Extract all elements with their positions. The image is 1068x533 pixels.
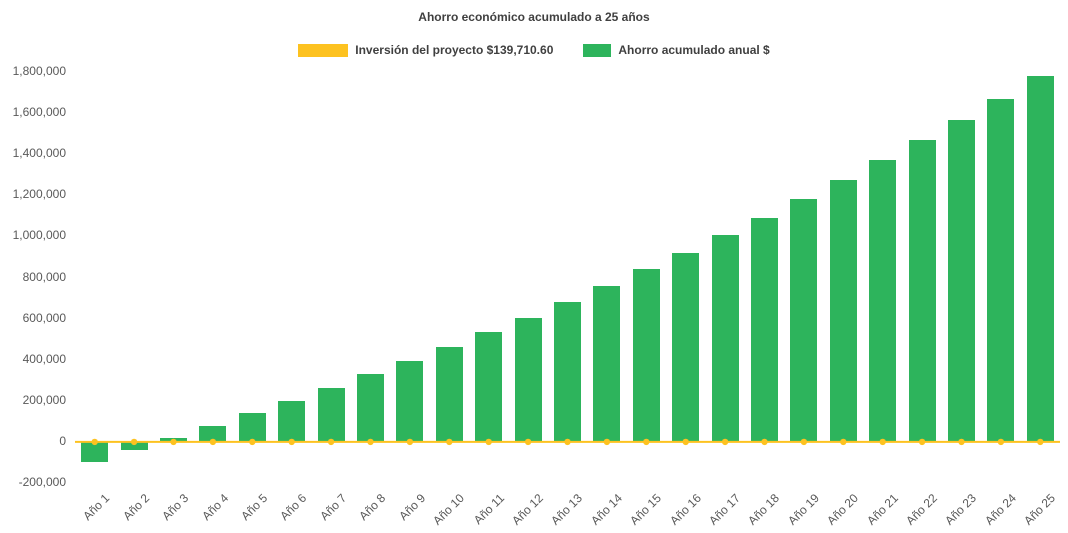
x-axis-label: Año 18 <box>745 491 783 528</box>
bar-año-7 <box>317 387 345 442</box>
legend-label-savings: Ahorro acumulado anual $ <box>618 43 770 57</box>
bar-año-19 <box>790 198 818 442</box>
x-axis-label: Año 12 <box>509 491 547 528</box>
legend-label-investment: Inversión del proyecto $139,710.60 <box>355 43 554 57</box>
x-axis-label: Año 11 <box>470 491 507 528</box>
y-axis-label: 1,800,000 <box>12 64 66 78</box>
x-axis-label: Año 7 <box>316 491 350 524</box>
y-axis-label: 1,400,000 <box>12 146 66 161</box>
legend-item-investment: Inversión del proyecto $139,710.60 <box>298 43 553 57</box>
y-axis-label: 1,200,000 <box>12 187 66 202</box>
bar-año-3 <box>160 438 187 442</box>
x-axis-label: Año 1 <box>80 491 113 524</box>
bar-año-16 <box>672 253 700 442</box>
x-axis-label: Año 13 <box>548 491 586 528</box>
x-axis-label: Año 4 <box>198 491 231 524</box>
y-axis-label: 0 <box>59 433 66 448</box>
x-axis-label: Año 6 <box>277 491 310 524</box>
y-axis-label: 1,000,000 <box>12 228 66 243</box>
x-axis-label: Año 9 <box>395 491 428 524</box>
x-axis-label: Año 24 <box>982 491 1019 528</box>
bar-año-25 <box>1026 76 1054 442</box>
bar-año-5 <box>238 413 266 442</box>
savings-swatch-icon <box>583 43 612 57</box>
x-axis-label: Año 25 <box>1021 491 1059 528</box>
legend: Inversión del proyecto $139,710.60 Ahorr… <box>0 43 1068 57</box>
x-axis-label: Año 21 <box>863 491 901 528</box>
bar-año-10 <box>435 346 463 442</box>
bar-año-20 <box>829 179 857 442</box>
y-axis-label: 1,600,000 <box>12 105 66 120</box>
bar-año-2 <box>120 441 148 451</box>
x-axis-label: Año 16 <box>666 491 704 528</box>
y-axis-label: -200,000 <box>18 475 66 489</box>
x-axis-label: Año 22 <box>903 491 941 528</box>
x-axis-label: Año 5 <box>238 491 271 524</box>
x-axis-label: Año 3 <box>159 491 192 524</box>
bar-año-12 <box>514 317 542 442</box>
bar-año-1 <box>81 441 109 463</box>
bar-año-15 <box>632 269 660 442</box>
bar-año-24 <box>987 98 1015 442</box>
y-axis-label: 800,000 <box>22 269 66 284</box>
chart-title: Ahorro económico acumulado a 25 años <box>418 10 650 24</box>
legend-item-savings: Ahorro acumulado anual $ <box>583 43 770 57</box>
y-axis-label: 600,000 <box>22 310 66 325</box>
bar-año-9 <box>396 360 424 442</box>
bar-año-11 <box>475 332 503 442</box>
y-axis-label: 400,000 <box>22 351 66 366</box>
bar-año-4 <box>199 426 227 442</box>
x-axis-label: Año 15 <box>627 491 665 528</box>
x-axis-label: Año 10 <box>430 491 468 528</box>
bar-año-18 <box>751 217 778 442</box>
bar-año-8 <box>357 374 384 442</box>
x-axis-label: Año 14 <box>588 491 625 528</box>
x-axis-label: Año 19 <box>785 491 822 528</box>
y-axis-label: 200,000 <box>22 392 66 407</box>
investment-swatch-icon <box>298 43 349 57</box>
bar-año-13 <box>554 301 581 442</box>
x-axis-label: Año 23 <box>942 491 980 528</box>
bar-año-23 <box>948 119 975 442</box>
bar-año-22 <box>908 140 936 442</box>
x-axis-label: Año 20 <box>824 491 862 528</box>
bar-año-21 <box>869 160 897 442</box>
bar-año-17 <box>711 235 739 442</box>
bar-año-6 <box>278 400 306 442</box>
bar-año-14 <box>593 285 621 442</box>
x-axis-label: Año 2 <box>119 491 153 524</box>
x-axis-label: Año 17 <box>706 491 744 528</box>
x-axis-label: Año 8 <box>356 491 389 524</box>
